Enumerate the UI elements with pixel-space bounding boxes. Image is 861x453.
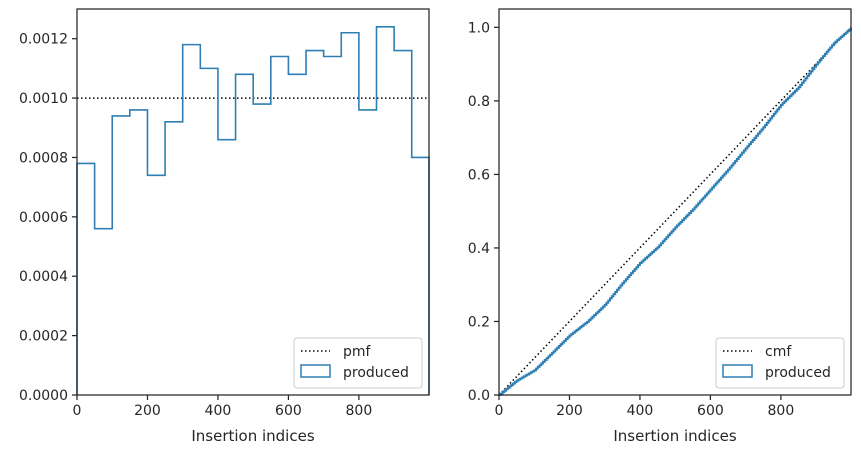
y-tick-label: 0.0012 (19, 32, 68, 48)
y-tick-label: 0.0002 (19, 329, 68, 345)
tick-labels: 0 200 400 600 800 0.0000 0.0002 0.0004 0.0006 0.0… (19, 32, 372, 419)
legend-produced-label: produced (765, 365, 831, 381)
x-tick-label: 400 (627, 403, 654, 419)
x-axis-label: Insertion indices (613, 427, 736, 445)
legend-pmf-label: pmf (343, 344, 372, 360)
legend-cmf-label: cmf (765, 344, 792, 360)
x-tick-label: 600 (275, 403, 302, 419)
x-tick-label: 800 (768, 403, 795, 419)
tick-labels: 0 200 400 600 800 0.0 0.2 0.4 0.6 0.8 1.0 (468, 20, 795, 419)
legend: cmf produced (715, 337, 845, 389)
legend-produced-swatch (722, 364, 753, 378)
axes-frame (498, 8, 852, 396)
x-tick-label: 800 (346, 403, 373, 419)
legend: pmf produced (293, 337, 423, 389)
y-tick-label: 0.0008 (19, 150, 68, 166)
x-tick-label: 0 (73, 403, 82, 419)
axes-frame (76, 8, 430, 396)
y-tick-label: 0.0010 (19, 91, 68, 107)
plot-area (498, 26, 852, 396)
y-tick-label: 0.8 (468, 94, 490, 110)
x-tick-label: 600 (697, 403, 724, 419)
series-produced-steps (76, 26, 430, 395)
plot-area (76, 26, 430, 395)
x-tick-label: 200 (134, 403, 161, 419)
x-tick-label: 0 (495, 403, 504, 419)
y-tick-label: 1.0 (468, 20, 490, 36)
y-tick-label: 0.0 (468, 388, 490, 404)
legend-produced-label: produced (343, 365, 409, 381)
pmf-chart: 0 200 400 600 800 0.0000 0.0002 0.0004 0.0006 0.0… (19, 8, 430, 445)
x-tick-label: 400 (205, 403, 232, 419)
series-produced-curve (499, 28, 852, 396)
y-tick-label: 0.2 (468, 314, 490, 330)
x-tick-label: 200 (556, 403, 583, 419)
x-axis-label: Insertion indices (191, 427, 314, 445)
cmf-chart: 0 200 400 600 800 0.0 0.2 0.4 0.6 0.8 1.0 Insertio… (468, 8, 852, 445)
y-tick-label: 0.4 (468, 241, 490, 257)
series-cmf-line (498, 26, 852, 396)
y-tick-label: 0.0004 (19, 269, 68, 285)
y-tick-label: 0.6 (468, 167, 490, 183)
tick-marks (72, 38, 360, 400)
tick-marks (494, 26, 782, 400)
legend-produced-swatch (300, 364, 331, 378)
y-tick-label: 0.0000 (19, 388, 68, 404)
y-tick-label: 0.0006 (19, 210, 68, 226)
